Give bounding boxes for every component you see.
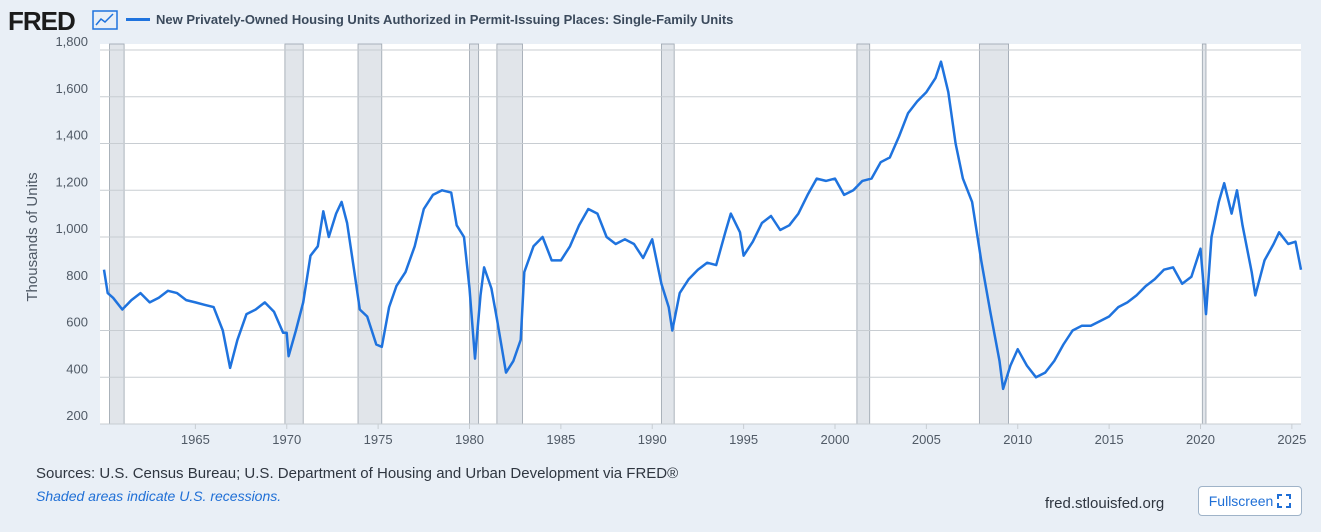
- y-tick-label: 200: [66, 408, 88, 423]
- recession-band: [469, 43, 480, 425]
- y-tick-label: 800: [66, 268, 88, 283]
- logo[interactable]: FRED: [8, 6, 76, 36]
- x-tick-label: 1980: [455, 432, 484, 447]
- y-tick-label: 1,200: [55, 174, 88, 189]
- recession-band: [496, 43, 523, 425]
- y-tick-label: 1,600: [55, 81, 88, 96]
- x-tick-label: 1965: [181, 432, 210, 447]
- chart: Thousands of Units 200 400 600 800 1,000 1,20…: [24, 34, 1306, 447]
- x-tick-label: 2010: [1003, 432, 1032, 447]
- fullscreen-button[interactable]: Fullscreen: [1198, 486, 1302, 516]
- x-tick-label: 1970: [272, 432, 301, 447]
- source: Sources: U.S. Census Bureau; U.S. Depart…: [36, 465, 679, 482]
- y-tick-label: 400: [66, 361, 88, 376]
- fullscreen-icon: [1277, 494, 1292, 508]
- recession-note: Shaded areas indicate U.S. recessions.: [36, 488, 282, 504]
- recession-band: [1201, 43, 1207, 425]
- x-tick-label: 2005: [912, 432, 941, 447]
- recession-band: [978, 43, 1010, 425]
- x-tick-label: 2000: [821, 432, 850, 447]
- plot-area: [100, 44, 1301, 424]
- x-tick-label: 1985: [546, 432, 575, 447]
- y-tick-label: 1,400: [55, 128, 88, 143]
- x-tick-label: 1975: [364, 432, 393, 447]
- recession-band: [660, 43, 675, 425]
- x-tick-label: 1995: [729, 432, 758, 447]
- data-line: [102, 60, 1303, 391]
- y-tick-label: 1,800: [55, 34, 88, 49]
- x-tick-label: 2020: [1186, 432, 1215, 447]
- recession-band: [109, 43, 125, 425]
- y-tick-label: 1,000: [55, 221, 88, 236]
- recession-band: [856, 43, 871, 425]
- legend: New Privately-Owned Housing Units Author…: [126, 12, 733, 27]
- logo-icon: [92, 10, 118, 30]
- legend-swatch: [126, 18, 150, 21]
- recession-band: [357, 43, 383, 425]
- recession-band: [284, 43, 304, 425]
- site-url[interactable]: fred.stlouisfed.org: [1045, 495, 1165, 512]
- legend-label: New Privately-Owned Housing Units Author…: [156, 12, 734, 27]
- y-tick-label: 600: [66, 315, 88, 330]
- button-label: Fullscreen: [1208, 493, 1274, 509]
- x-tick-label: 1990: [638, 432, 667, 447]
- y-axis-label: Thousands of Units: [24, 172, 41, 301]
- x-tick-label: 2025: [1277, 432, 1306, 447]
- x-tick-label: 2015: [1095, 432, 1124, 447]
